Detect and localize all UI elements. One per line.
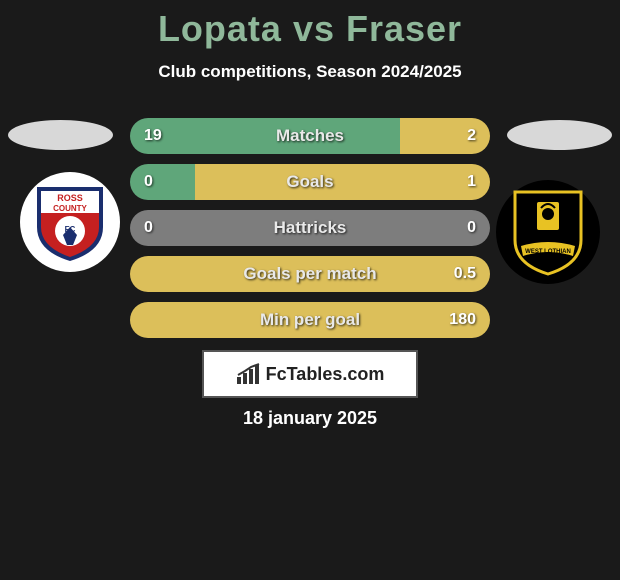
chart-icon: [236, 363, 262, 385]
stat-row: 0.5Goals per match: [130, 256, 490, 292]
livingston-crest-icon: WEST LOTHIAN: [509, 188, 587, 276]
stat-label: Goals: [130, 164, 490, 200]
ross-county-crest-icon: ROSS COUNTY FC: [27, 179, 113, 265]
stat-row: 192Matches: [130, 118, 490, 154]
stats-container: 192Matches 01Goals 00Hattricks 0.5Goals per…: [130, 118, 490, 348]
stat-row: 180Min per goal: [130, 302, 490, 338]
stat-row: 00Hattricks: [130, 210, 490, 246]
stat-row: 01Goals: [130, 164, 490, 200]
svg-text:WEST LOTHIAN: WEST LOTHIAN: [525, 249, 571, 255]
page-title: Lopata vs Fraser: [0, 0, 620, 50]
club-crest-right: WEST LOTHIAN: [496, 180, 600, 284]
brand-box: FcTables.com: [202, 350, 418, 398]
player-photo-left: [8, 120, 113, 150]
stat-label: Min per goal: [130, 302, 490, 338]
player-photo-right: [507, 120, 612, 150]
stat-label: Hattricks: [130, 210, 490, 246]
svg-text:COUNTY: COUNTY: [53, 204, 87, 213]
stat-label: Matches: [130, 118, 490, 154]
club-crest-left: ROSS COUNTY FC: [20, 172, 120, 272]
svg-text:ROSS: ROSS: [57, 193, 83, 203]
date-label: 18 january 2025: [0, 408, 620, 429]
brand-text: FcTables.com: [266, 364, 385, 385]
stat-label: Goals per match: [130, 256, 490, 292]
page-subtitle: Club competitions, Season 2024/2025: [0, 62, 620, 82]
